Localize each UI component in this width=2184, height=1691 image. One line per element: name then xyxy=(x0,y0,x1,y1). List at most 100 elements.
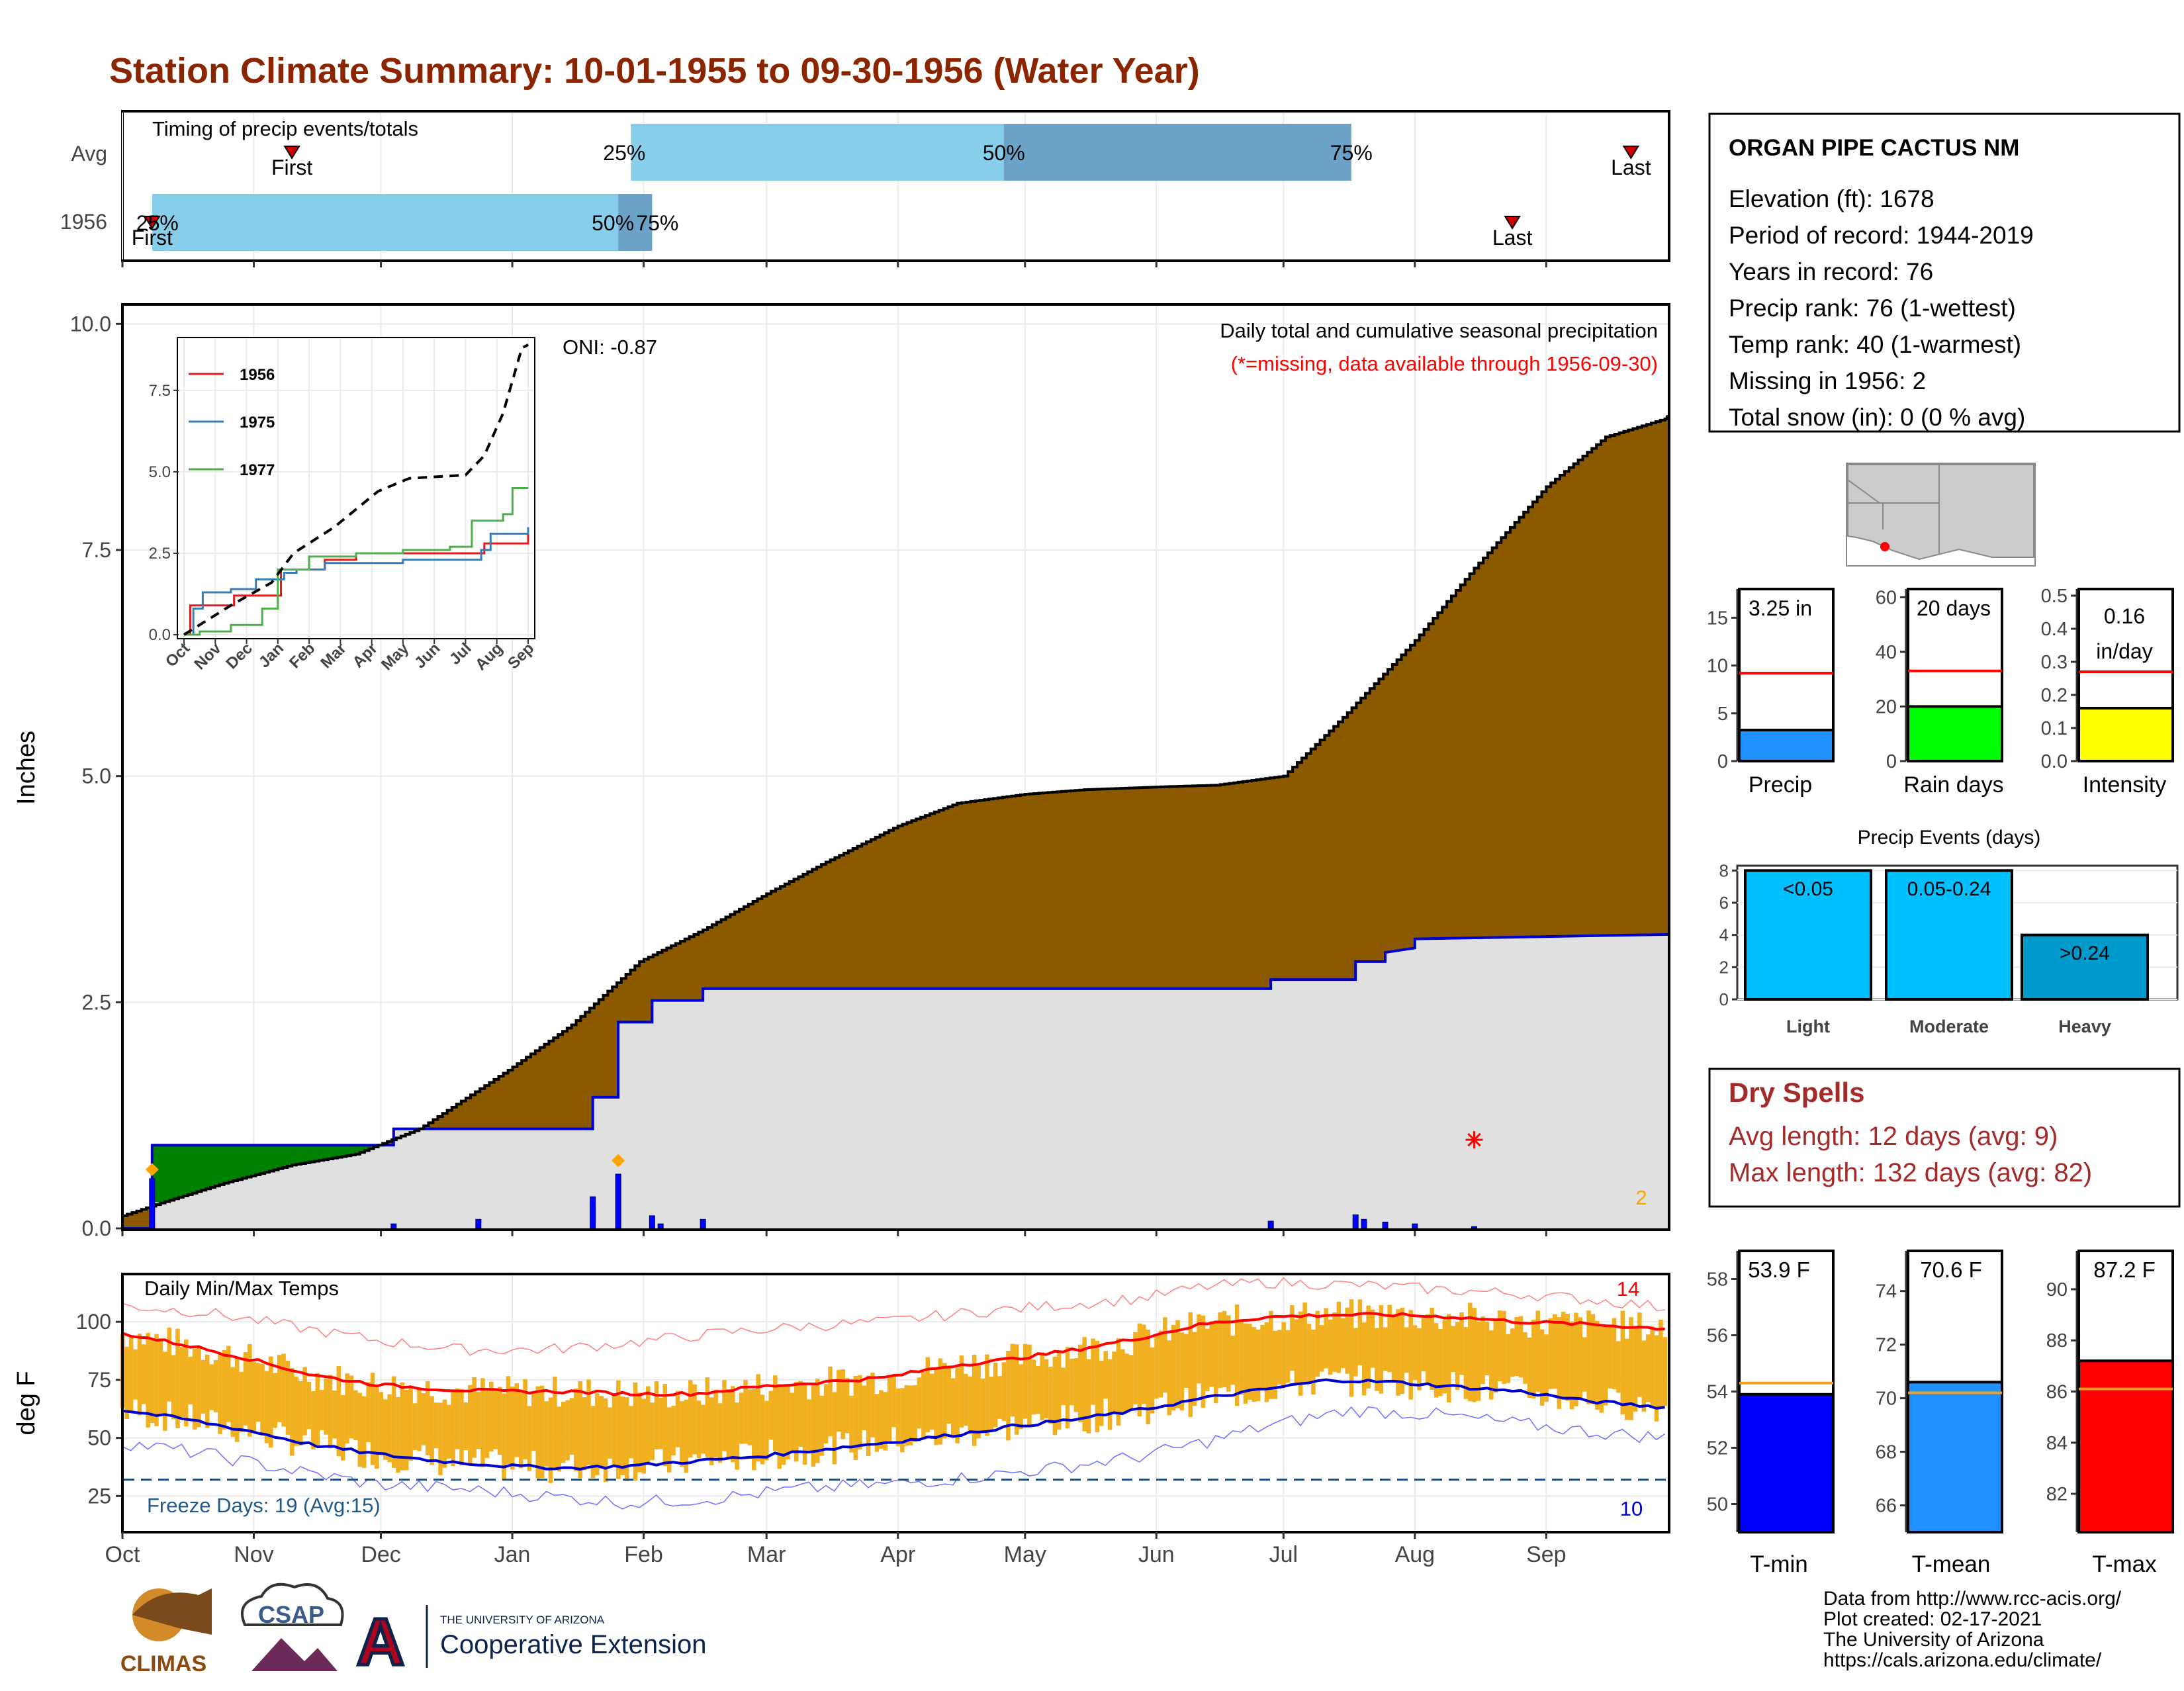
daily-temp-bar xyxy=(1073,1358,1079,1412)
daily-temp-bar xyxy=(853,1376,858,1461)
daily-temp-bar xyxy=(163,1351,167,1431)
map-border xyxy=(1847,479,1880,504)
mini-y-tick-label: 60 xyxy=(1876,587,1897,608)
daily-temp-bar xyxy=(463,1402,469,1450)
daily-temp-bar xyxy=(1438,1329,1443,1396)
daily-precip-bar xyxy=(475,1218,482,1229)
daily-temp-bar xyxy=(629,1406,633,1459)
inset-frame xyxy=(177,337,535,639)
daily-temp-bar xyxy=(535,1386,540,1479)
daily-temp-bar xyxy=(870,1372,875,1438)
daily-temp-bar xyxy=(1052,1356,1058,1436)
station-line: Temp rank: 40 (1-warmest) xyxy=(1729,331,2021,358)
inset-y-tick: 7.5 xyxy=(149,382,171,400)
inset-normal-line xyxy=(183,343,529,636)
daily-temp-bar xyxy=(531,1393,536,1451)
station-line: Period of record: 1944-2019 xyxy=(1729,222,2034,249)
daily-temp-bar xyxy=(1506,1334,1511,1383)
daily-temp-bar xyxy=(1629,1317,1633,1420)
daily-temp-bar xyxy=(1184,1334,1189,1388)
daily-temp-bar xyxy=(222,1349,227,1430)
csap-logo-text: CSAP xyxy=(258,1601,324,1628)
precip-y-label: Inches xyxy=(13,731,40,805)
climas-logo: CLIMAS xyxy=(120,1588,212,1676)
daily-precip-bar xyxy=(1412,1223,1418,1229)
events-y-tick-label: 2 xyxy=(1719,957,1729,977)
daily-temp-bar xyxy=(544,1401,549,1467)
daily-temp-bar xyxy=(1027,1344,1032,1428)
daily-temp-bar xyxy=(319,1389,324,1430)
daily-temp-bar xyxy=(124,1346,129,1420)
mini-y-tick-label: 0 xyxy=(1886,751,1897,772)
events-y-tick-label: 6 xyxy=(1719,893,1729,913)
mini-bar-value-0 xyxy=(1738,1393,1835,1533)
daily-temp-bar xyxy=(167,1328,171,1402)
daily-temp-bar xyxy=(1294,1319,1299,1385)
daily-temp-bar xyxy=(717,1403,723,1463)
missing-count-label: 2 xyxy=(1635,1186,1647,1209)
credit-line: Plot created: 02-17-2021 xyxy=(1823,1608,2042,1630)
event-bar-label: >0.24 xyxy=(2060,942,2110,964)
y1956-bar-25-50 xyxy=(152,194,619,251)
daily-temp-bar xyxy=(1578,1317,1583,1399)
avg-p50-label: 50% xyxy=(983,141,1025,165)
temp-summary-text: 53.9 F 70.6 F 87.2 F T-min T-mean T-max xyxy=(1748,1257,2157,1577)
daily-temp-bar xyxy=(1641,1340,1647,1412)
daily-precip-bar xyxy=(149,1178,156,1229)
daily-temp-bar xyxy=(1357,1299,1363,1365)
daily-temp-bar xyxy=(1069,1358,1074,1406)
daily-temp-bar xyxy=(1433,1323,1439,1398)
hot-days-count: 14 xyxy=(1617,1277,1639,1301)
daily-temp-bar xyxy=(438,1402,443,1475)
temp-y-tick: 75 xyxy=(87,1368,111,1392)
station-location-dot xyxy=(1880,542,1889,551)
daily-temp-bar xyxy=(311,1391,316,1450)
daily-temp-bar xyxy=(1023,1344,1028,1419)
mini-y-tick-label: 70 xyxy=(1876,1389,1897,1410)
daily-temp-bar xyxy=(1095,1340,1100,1433)
daily-temp-bar xyxy=(324,1378,328,1435)
extreme-event-marker xyxy=(145,1163,159,1177)
mini-y-tick-label: 0.1 xyxy=(2041,718,2068,739)
daily-temp-bar xyxy=(997,1376,1002,1419)
daily-temp-bar xyxy=(980,1378,985,1433)
daily-precip-bar xyxy=(1471,1226,1477,1229)
tmax-category: T-max xyxy=(2092,1551,2157,1577)
precip-annotation-title: Daily total and cumulative seasonal prec… xyxy=(1220,319,1658,342)
daily-temp-bar xyxy=(408,1387,413,1461)
daily-temp-bar xyxy=(218,1353,222,1434)
daily-temp-bar xyxy=(251,1361,256,1432)
daily-temp-bar xyxy=(1324,1308,1328,1369)
daily-temp-bar xyxy=(680,1400,684,1467)
daily-temp-bar xyxy=(1459,1312,1464,1375)
daily-temp-bar xyxy=(1010,1344,1015,1417)
timing-panel: Timing of precip events/totals Avg 1956 … xyxy=(60,110,1670,267)
daily-temp-bar xyxy=(802,1383,807,1465)
mini-bar-value-2 xyxy=(2077,1359,2174,1534)
daily-temp-bar xyxy=(243,1352,248,1426)
avg-bar-50-75 xyxy=(1003,124,1351,181)
oni-label: ONI: -0.87 xyxy=(563,336,657,359)
daily-temp-bar xyxy=(1379,1304,1384,1394)
daily-temp-bar xyxy=(1616,1341,1621,1393)
daily-temp-bar xyxy=(612,1394,617,1465)
normal-min-line xyxy=(122,1378,1665,1471)
daily-temp-bar xyxy=(828,1366,833,1437)
month-tick-label: May xyxy=(1004,1542,1046,1567)
record-max-line xyxy=(122,1277,1665,1356)
daily-temp-bar xyxy=(302,1367,307,1436)
daily-temp-bar xyxy=(756,1374,760,1462)
y1956-p75-label: 75% xyxy=(636,211,678,235)
mini-y-tick-label: 52 xyxy=(1707,1438,1728,1459)
daily-temp-bar xyxy=(1234,1304,1240,1406)
daily-temp-bar xyxy=(1209,1321,1214,1387)
daily-temp-bar xyxy=(370,1373,375,1465)
daily-temp-bar xyxy=(404,1389,409,1471)
daily-temp-bar xyxy=(696,1400,702,1459)
daily-temp-bar xyxy=(175,1328,180,1428)
daily-temp-bar xyxy=(412,1403,418,1450)
daily-temp-bar xyxy=(400,1382,405,1471)
station-line: Precip rank: 76 (1-wettest) xyxy=(1729,295,2016,322)
daily-temp-bar xyxy=(1595,1320,1600,1410)
daily-temp-bar xyxy=(1255,1329,1261,1402)
